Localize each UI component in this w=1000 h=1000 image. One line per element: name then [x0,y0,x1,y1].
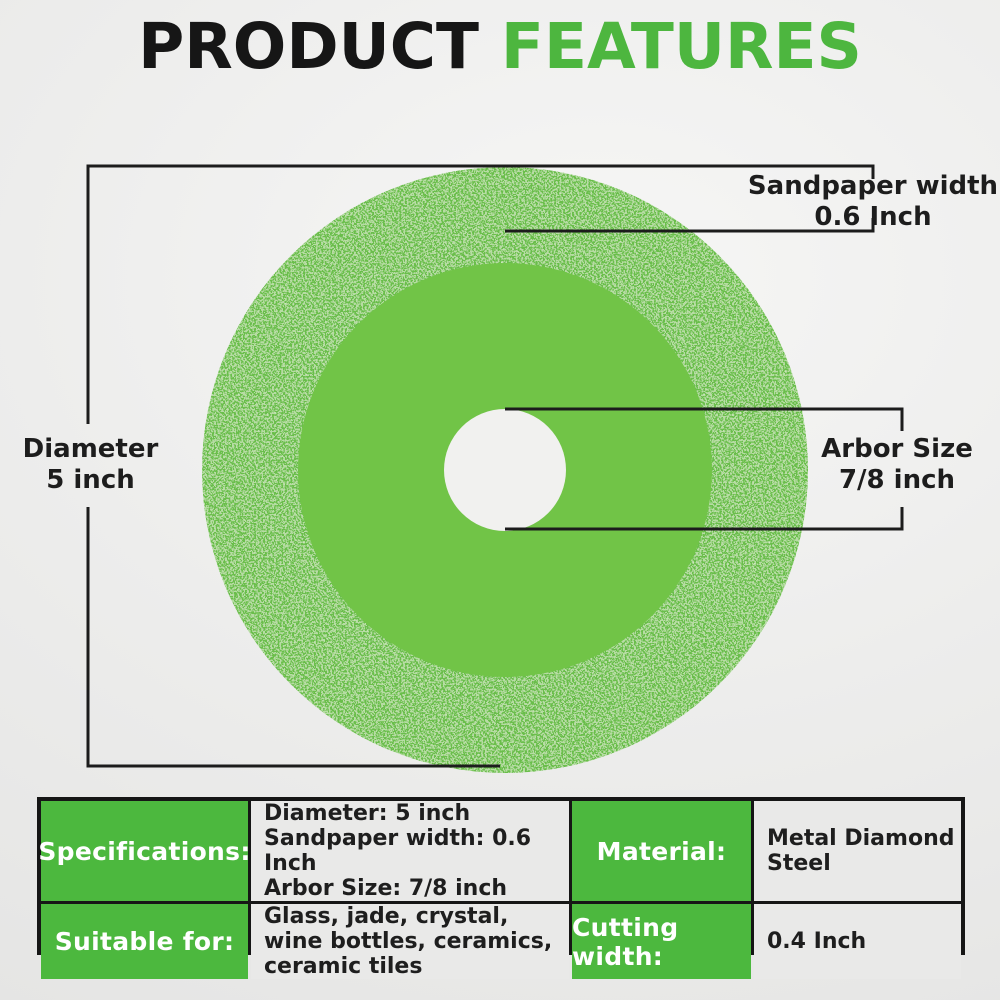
spec-line: Diameter: 5 inch [264,801,471,826]
annotation-sandpaper-width-label: Sandpaper width [747,171,999,201]
annotation-arbor-size: Arbor Size 7/8 inch [737,434,1000,496]
spec-table-label-specifications: Specifications: [38,801,250,901]
spec-line: Sandpaper width: 0.6 Inch [264,826,532,876]
spec-table-label-cutting-width: Cutting width: [572,904,751,979]
annotation-diameter-value: 5 inch [46,465,135,495]
spec-table-value-material: Metal Diamond Steel [754,801,961,901]
annotation-sandpaper-width-value: 0.6 Inch [814,202,932,232]
disc-arbor-hole [444,409,566,531]
annotation-arbor-size-label: Arbor Size [821,434,973,464]
dimension-lines [86,164,904,768]
spec-line: Glass, jade, crystal, [264,904,509,929]
spec-table-value-specifications: Diameter: 5 inch Sandpaper width: 0.6 In… [251,801,569,901]
spec-line: ceramic tiles [264,954,423,979]
page-title: PRODUCT FEATURES [0,10,1000,83]
spec-line: Arbor Size: 7/8 inch [264,876,508,901]
annotation-sandpaper-width: Sandpaper width 0.6 Inch [713,171,1000,233]
spec-line: Metal Diamond Steel [767,826,955,876]
annotation-diameter-label: Diameter [22,434,159,464]
title-word-features: FEATURES [500,10,862,83]
spec-table-label-suitable-for: Suitable for: [41,904,248,979]
spec-table-label-material: Material: [572,801,751,901]
annotation-diameter: Diameter 5 inch [3,434,178,496]
title-word-product: PRODUCT [138,10,479,83]
spec-line: 0.4 Inch [767,929,867,954]
spec-table-value-suitable-for: Glass, jade, crystal, wine bottles, cera… [251,904,569,979]
spec-line: wine bottles, ceramics, [264,929,553,954]
spec-table: Specifications: Diameter: 5 inch Sandpap… [37,797,965,979]
spec-table-value-cutting-width: 0.4 Inch [754,904,961,979]
annotation-arbor-size-value: 7/8 inch [838,465,956,495]
